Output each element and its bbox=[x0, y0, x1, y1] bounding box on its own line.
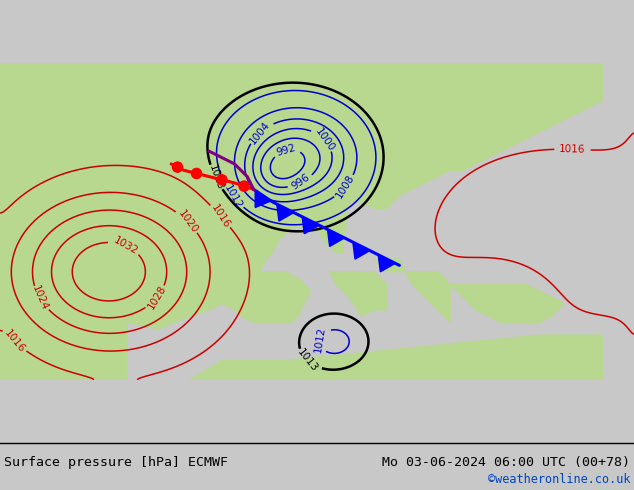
Text: ©weatheronline.co.uk: ©weatheronline.co.uk bbox=[488, 473, 630, 486]
Text: 1028: 1028 bbox=[146, 284, 168, 311]
Polygon shape bbox=[0, 63, 602, 379]
Text: 1016: 1016 bbox=[559, 144, 586, 155]
Text: 992: 992 bbox=[275, 143, 297, 158]
Text: 1020: 1020 bbox=[176, 208, 199, 235]
Text: 1013: 1013 bbox=[295, 347, 320, 374]
Polygon shape bbox=[302, 217, 319, 234]
Polygon shape bbox=[378, 255, 395, 272]
Polygon shape bbox=[412, 107, 488, 171]
Text: 1004: 1004 bbox=[248, 119, 272, 146]
Text: 1013: 1013 bbox=[207, 163, 224, 191]
Polygon shape bbox=[450, 284, 564, 322]
Polygon shape bbox=[330, 272, 387, 316]
Polygon shape bbox=[353, 242, 370, 259]
Text: 1016: 1016 bbox=[2, 328, 27, 355]
Polygon shape bbox=[374, 259, 450, 322]
Polygon shape bbox=[190, 335, 602, 379]
Text: 1024: 1024 bbox=[30, 284, 50, 312]
Text: 996: 996 bbox=[290, 172, 312, 192]
Polygon shape bbox=[328, 229, 344, 246]
Polygon shape bbox=[256, 190, 271, 207]
Text: Mo 03-06-2024 06:00 UTC (00+78): Mo 03-06-2024 06:00 UTC (00+78) bbox=[382, 456, 630, 469]
Text: 1008: 1008 bbox=[335, 173, 357, 200]
Polygon shape bbox=[127, 132, 209, 151]
Text: Surface pressure [hPa] ECMWF: Surface pressure [hPa] ECMWF bbox=[4, 456, 228, 469]
Circle shape bbox=[191, 169, 202, 178]
Text: 1012: 1012 bbox=[223, 183, 244, 210]
Polygon shape bbox=[228, 272, 311, 322]
Text: 1032: 1032 bbox=[112, 235, 139, 256]
Polygon shape bbox=[254, 176, 298, 234]
Text: 1016: 1016 bbox=[209, 202, 232, 230]
Circle shape bbox=[239, 181, 249, 191]
Polygon shape bbox=[222, 202, 247, 227]
Text: 1000: 1000 bbox=[313, 126, 336, 153]
Circle shape bbox=[172, 162, 183, 172]
Polygon shape bbox=[311, 88, 476, 202]
Polygon shape bbox=[277, 204, 294, 221]
Text: 1012: 1012 bbox=[313, 326, 327, 353]
Circle shape bbox=[217, 175, 227, 185]
